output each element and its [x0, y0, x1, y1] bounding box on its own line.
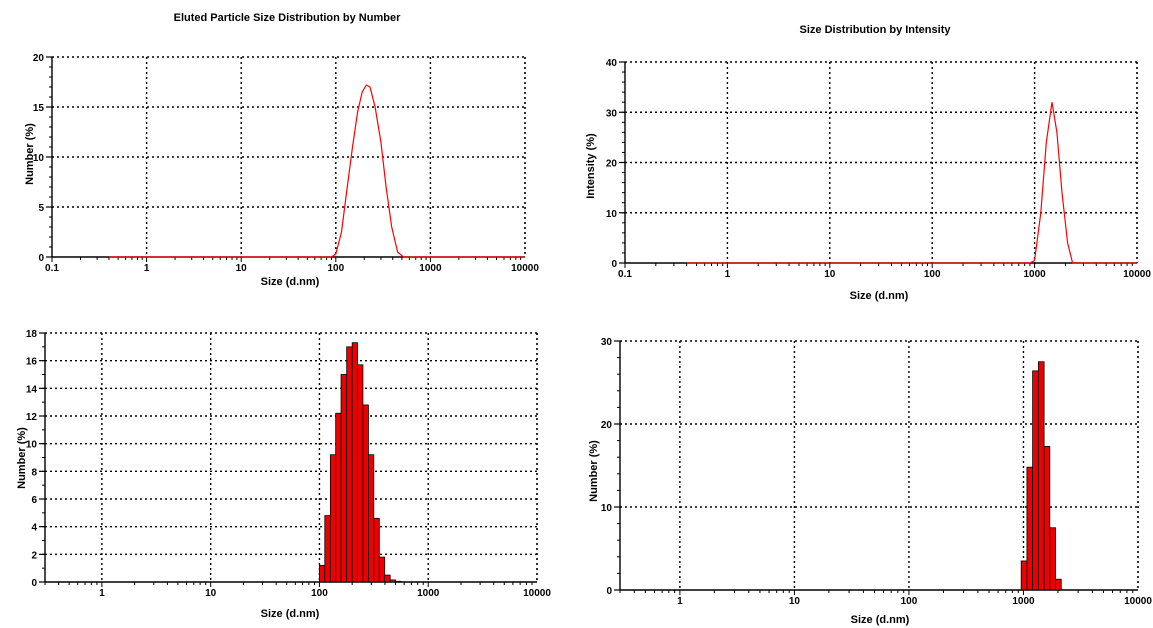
histogram-bar [1037, 361, 1045, 591]
series-line [686, 102, 1137, 264]
y-tick-label: 30 [606, 108, 618, 119]
x-tick-label: 100 [327, 263, 344, 274]
y-tick-label: 20 [606, 159, 618, 170]
x-tick-label: 10 [236, 263, 248, 274]
x-tick-label: 0.1 [45, 263, 59, 274]
y-tick-label: 0 [38, 253, 44, 264]
histogram-bar [1032, 370, 1039, 591]
x-tick-label: 10 [789, 596, 801, 607]
x-tick-label: 10000 [1123, 269, 1151, 280]
chart-title: Size Distribution by Intensity [799, 24, 951, 36]
histogram-bar [373, 517, 380, 583]
histogram-bar [362, 404, 369, 583]
histogram-bar [340, 374, 348, 583]
x-tick-label: 10000 [523, 588, 551, 599]
x-axis-label: Size (d.nm) [260, 276, 320, 288]
x-axis-label: Size (d.nm) [849, 290, 909, 302]
x-tick-label: 100 [901, 596, 918, 607]
x-tick-label: 1 [677, 596, 683, 607]
histogram-bar [384, 574, 391, 583]
y-tick-label: 10 [26, 440, 38, 451]
histogram-bar [324, 515, 331, 583]
x-axis-label: Size (d.nm) [850, 614, 910, 626]
histogram-bar [1043, 446, 1051, 591]
y-tick-label: 10 [33, 153, 45, 164]
y-tick-label: 6 [31, 495, 37, 506]
y-tick-label: 15 [33, 103, 45, 114]
y-tick-label: 4 [31, 523, 37, 534]
y-tick-label: 8 [31, 467, 37, 478]
x-tick-label: 10 [824, 269, 836, 280]
histogram-bar [357, 364, 364, 583]
x-tick-label: 100 [311, 588, 328, 599]
y-tick-label: 20 [33, 53, 45, 64]
x-tick-label: 0.1 [618, 269, 632, 280]
histogram-bar [319, 565, 326, 583]
y-tick-label: 18 [26, 329, 38, 340]
y-tick-label: 20 [601, 420, 613, 431]
histogram-bar [395, 580, 402, 583]
x-tick-label: 1 [144, 263, 150, 274]
y-axis-label: Number (%) [588, 440, 600, 502]
x-axis-label: Size (d.nm) [260, 608, 320, 620]
y-axis-label: Intensity (%) [585, 133, 597, 199]
histogram-bar [1026, 466, 1034, 591]
histogram-bar [346, 346, 353, 583]
histogram-bar [1020, 560, 1028, 591]
x-tick-label: 1000 [419, 263, 442, 274]
series-line [109, 84, 525, 258]
x-tick-label: 10000 [1124, 596, 1152, 607]
x-tick-label: 1 [99, 588, 105, 599]
histogram-bar [335, 412, 342, 583]
y-tick-label: 10 [606, 209, 618, 220]
x-tick-label: 10000 [511, 263, 539, 274]
chart-title: Eluted Particle Size Distribution by Num… [173, 12, 401, 24]
x-tick-label: 1000 [1012, 596, 1035, 607]
y-tick-label: 0 [606, 586, 612, 597]
x-tick-label: 10 [205, 588, 217, 599]
y-axis-label: Number (%) [24, 123, 36, 185]
x-tick-label: 1 [725, 269, 731, 280]
y-axis-label: Number (%) [16, 427, 28, 489]
y-tick-label: 40 [606, 58, 618, 69]
x-tick-label: 100 [924, 269, 941, 280]
y-tick-label: 10 [601, 503, 613, 514]
y-tick-label: 5 [38, 203, 44, 214]
histogram-bar [329, 454, 337, 583]
histogram-bar [378, 556, 386, 583]
y-tick-label: 14 [26, 384, 38, 395]
y-tick-label: 12 [26, 412, 38, 423]
histogram-bar [1055, 578, 1062, 591]
histogram-bar [368, 454, 375, 583]
y-tick-label: 0 [31, 578, 37, 589]
x-tick-label: 1000 [417, 588, 440, 599]
y-tick-label: 0 [611, 259, 617, 270]
histogram-bar [1049, 527, 1056, 591]
y-tick-label: 16 [26, 357, 38, 368]
histogram-bar [351, 342, 358, 583]
histogram-bar [389, 579, 396, 583]
y-tick-label: 30 [601, 337, 613, 348]
x-tick-label: 1000 [1023, 269, 1046, 280]
y-tick-label: 2 [31, 550, 37, 561]
